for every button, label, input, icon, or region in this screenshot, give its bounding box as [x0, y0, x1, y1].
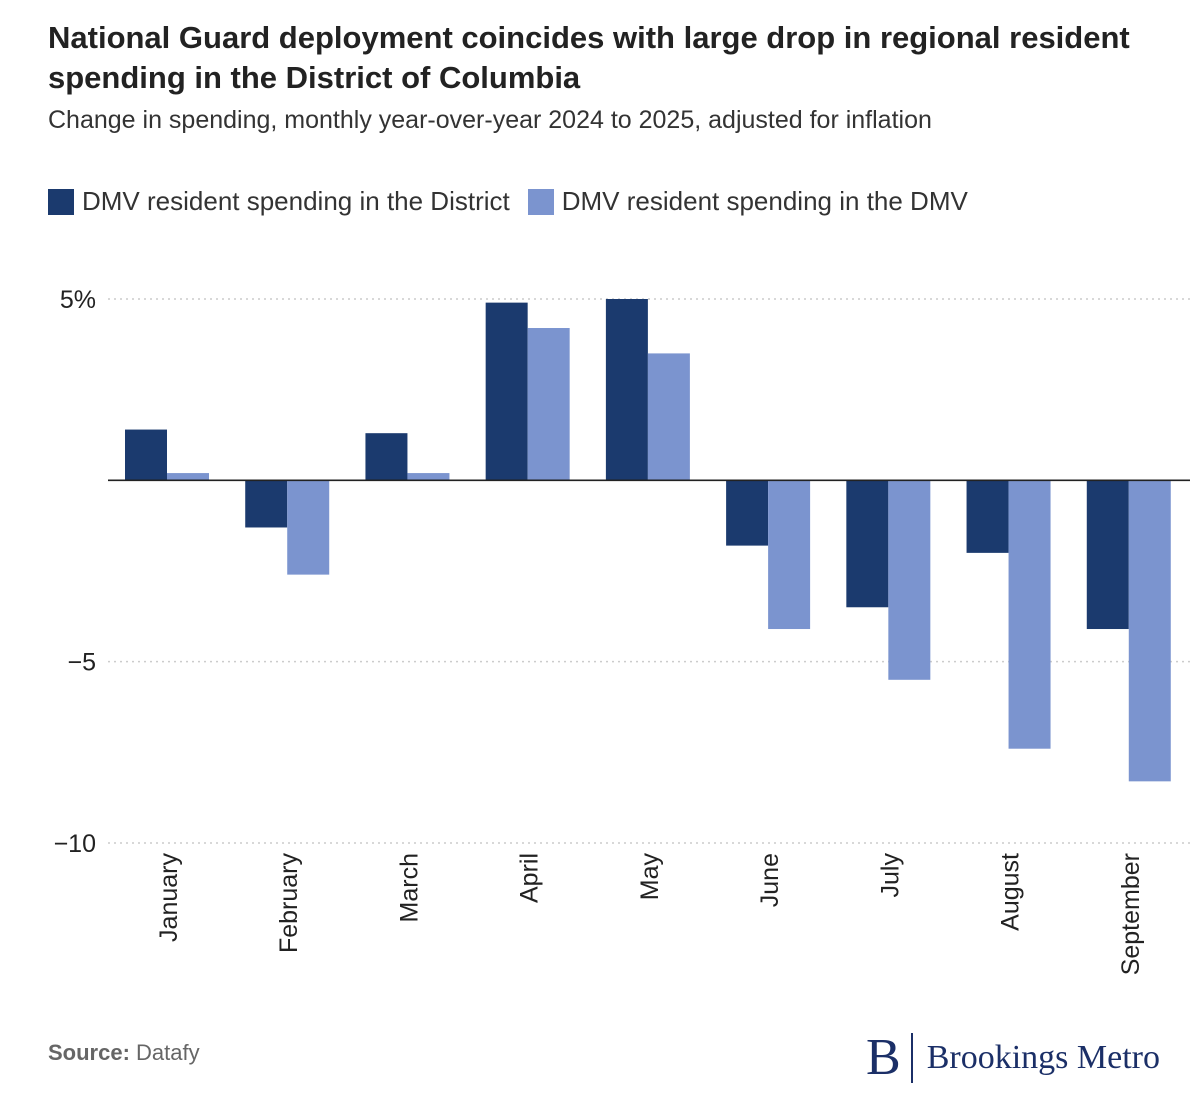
source-value: Datafy	[136, 1040, 200, 1065]
bar-dmv	[287, 480, 330, 575]
x-tick-label: January	[155, 853, 183, 942]
bar-district	[966, 480, 1009, 553]
bar-district	[1086, 480, 1129, 630]
bar-district	[125, 429, 167, 481]
legend-item-dmv: DMV resident spending in the DMV	[527, 186, 968, 217]
legend-item-district: DMV resident spending in the District	[48, 186, 510, 217]
bar-district	[365, 433, 408, 481]
source-label: Source:	[48, 1040, 130, 1065]
x-tick-label: March	[395, 853, 423, 922]
brookings-metro-logo: B Brookings Metro	[866, 1030, 1160, 1086]
bar-district	[485, 302, 528, 481]
bar-dmv	[888, 480, 931, 680]
logo-letter: B	[866, 1029, 901, 1086]
bar-district	[605, 299, 648, 481]
legend-label-district: DMV resident spending in the District	[82, 186, 510, 216]
y-tick-label: 5%	[60, 286, 96, 314]
bar-district	[245, 480, 288, 528]
bar-district	[726, 480, 769, 546]
bar-dmv	[768, 480, 811, 630]
x-tick-label: August	[997, 853, 1025, 931]
logo-divider	[910, 1033, 913, 1083]
x-tick-label: February	[275, 853, 303, 954]
x-tick-label: June	[756, 853, 784, 907]
x-tick-label: September	[1117, 853, 1145, 975]
x-tick-label: July	[876, 853, 904, 898]
bar-dmv	[1008, 480, 1051, 749]
legend: DMV resident spending in the District DM…	[48, 186, 986, 217]
x-tick-label: May	[636, 853, 664, 901]
bar-dmv	[407, 473, 450, 481]
bar-dmv	[527, 328, 570, 481]
y-tick-label: −5	[67, 649, 96, 677]
legend-label-dmv: DMV resident spending in the DMV	[561, 186, 968, 216]
source-note: Source: Datafy	[48, 1040, 200, 1066]
x-tick-label: April	[516, 853, 544, 903]
y-tick-label: −10	[54, 830, 96, 858]
bar-dmv	[1128, 480, 1171, 782]
bar-dmv	[647, 353, 690, 481]
legend-swatch-district	[48, 188, 74, 215]
logo-text: Brookings Metro	[926, 1039, 1160, 1076]
chart-subtitle: Change in spending, monthly year-over-ye…	[48, 106, 932, 134]
chart-title: National Guard deployment coincides with…	[48, 20, 1130, 95]
bar-district	[846, 480, 889, 608]
bar-dmv	[167, 473, 209, 481]
bar-chart: 5% −5 −10 January February March April May June J…	[54, 286, 1190, 975]
legend-swatch-dmv	[527, 188, 554, 215]
